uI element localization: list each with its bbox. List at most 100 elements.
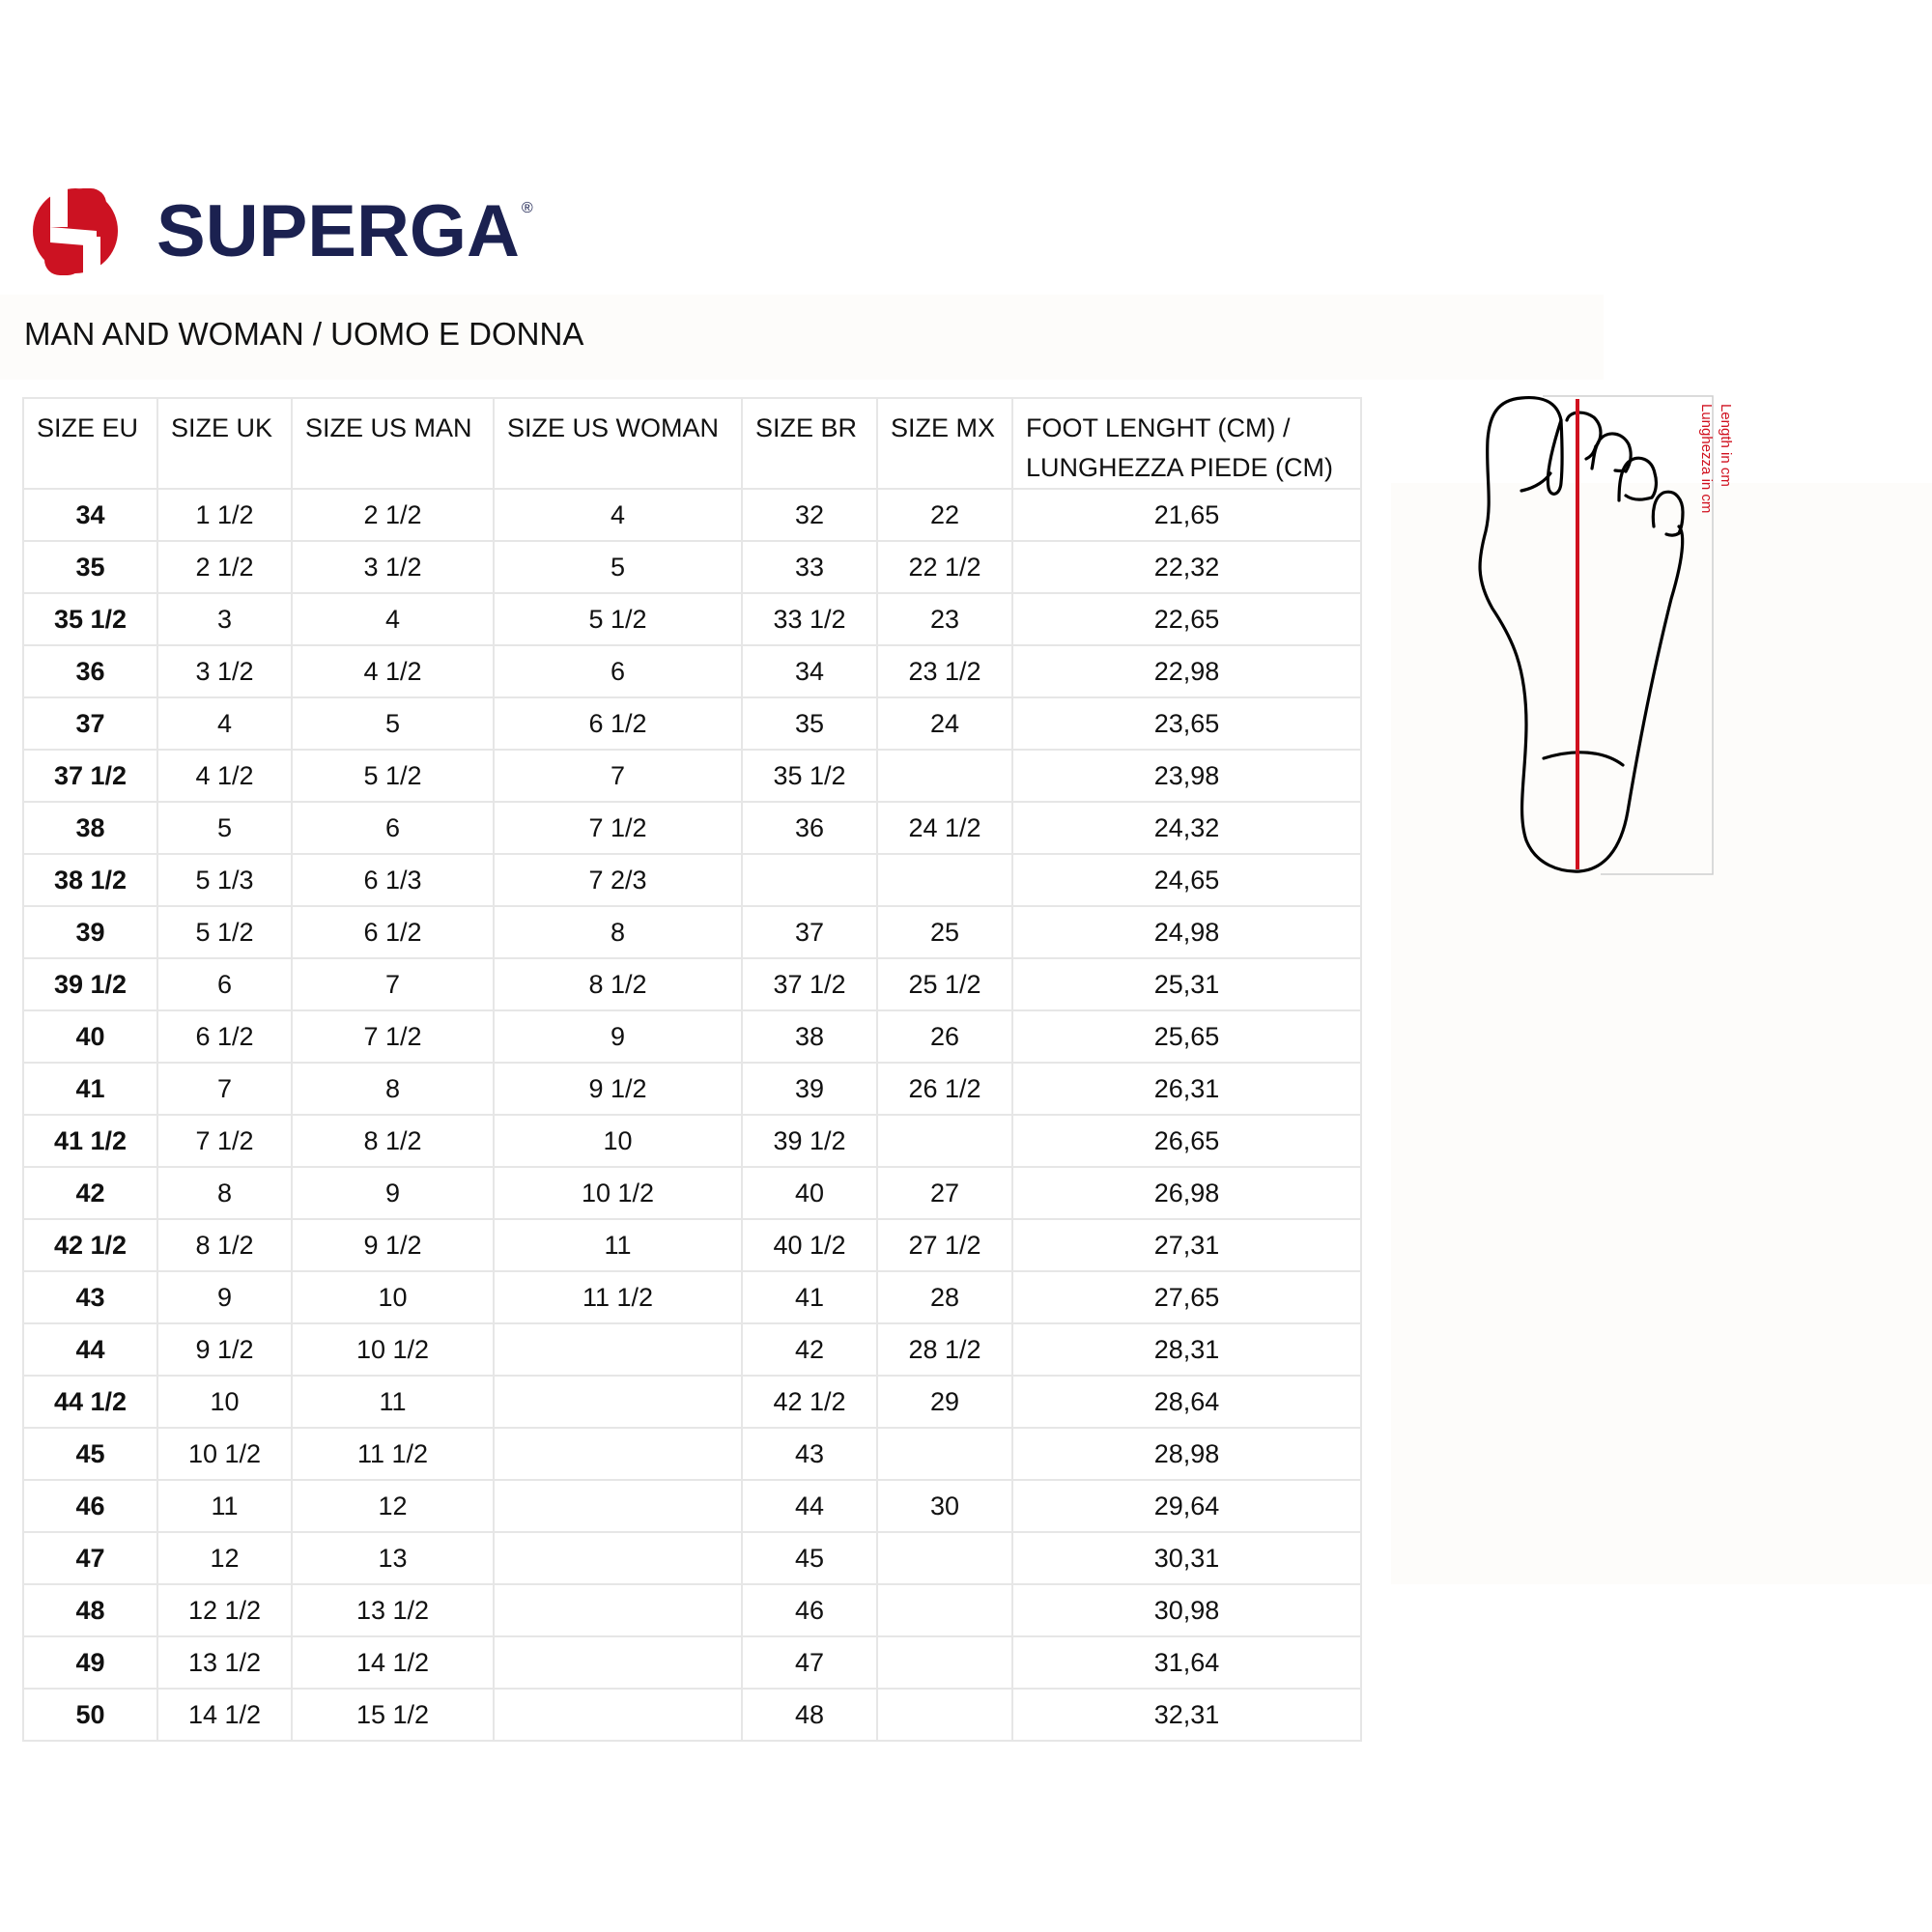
- table-cell: [876, 1531, 1013, 1585]
- table-row: 43 9 10 11 1/2 41 28 27,65: [22, 1270, 1362, 1324]
- table-cell: 10: [156, 1375, 293, 1429]
- table-row: 50 14 1/2 15 1/2 48 32,31: [22, 1688, 1362, 1742]
- table-row: 39 1/2 6 7 8 1/2 37 1/2 25 1/2 25,31: [22, 957, 1362, 1011]
- table-cell: 43: [22, 1270, 158, 1324]
- table-cell: 40 1/2: [741, 1218, 878, 1272]
- table-cell: 6: [291, 801, 495, 855]
- table-cell: 23 1/2: [876, 644, 1013, 698]
- table-cell: 9 1/2: [493, 1062, 743, 1116]
- measurement-box: [1543, 395, 1714, 875]
- table-row: 49 13 1/2 14 1/2 47 31,64: [22, 1635, 1362, 1690]
- table-cell: 2 1/2: [156, 540, 293, 594]
- length-label-en: Length in cm: [1718, 404, 1734, 487]
- column-header: SIZE EU: [22, 397, 158, 490]
- table-cell: 14 1/2: [156, 1688, 293, 1742]
- table-row: 48 12 1/2 13 1/2 46 30,98: [22, 1583, 1362, 1637]
- table-cell: 5 1/2: [156, 905, 293, 959]
- table-cell: 26: [876, 1009, 1013, 1064]
- table-cell: 4: [291, 592, 495, 646]
- column-header: SIZE MX: [876, 397, 1013, 490]
- column-header: SIZE BR: [741, 397, 878, 490]
- table-cell: 8 1/2: [156, 1218, 293, 1272]
- table-cell: [493, 1635, 743, 1690]
- table-cell: 7 1/2: [156, 1114, 293, 1168]
- table-cell: 5 1/2: [493, 592, 743, 646]
- table-row: 34 1 1/2 2 1/2 4 32 22 21,65: [22, 488, 1362, 542]
- table-row: 38 1/2 5 1/3 6 1/3 7 2/3 24,65: [22, 853, 1362, 907]
- table-cell: 38 1/2: [22, 853, 158, 907]
- table-cell: 28,98: [1011, 1427, 1362, 1481]
- table-cell: [493, 1531, 743, 1585]
- table-cell: 8: [156, 1166, 293, 1220]
- table-cell: 48: [741, 1688, 878, 1742]
- table-cell: 35: [22, 540, 158, 594]
- table-cell: 3: [156, 592, 293, 646]
- table-cell: 11 1/2: [291, 1427, 495, 1481]
- table-cell: 36: [22, 644, 158, 698]
- table-row: 41 7 8 9 1/2 39 26 1/2 26,31: [22, 1062, 1362, 1116]
- table-cell: 4: [156, 696, 293, 751]
- table-cell: 22: [876, 488, 1013, 542]
- table-row: 42 8 9 10 1/2 40 27 26,98: [22, 1166, 1362, 1220]
- table-cell: 8: [291, 1062, 495, 1116]
- table-cell: 45: [22, 1427, 158, 1481]
- table-row: 35 2 1/2 3 1/2 5 33 22 1/2 22,32: [22, 540, 1362, 594]
- length-label-it: Lunghezza in cm: [1698, 404, 1715, 513]
- table-cell: 13 1/2: [291, 1583, 495, 1637]
- table-cell: 23,98: [1011, 749, 1362, 803]
- table-cell: 24: [876, 696, 1013, 751]
- table-cell: 36: [741, 801, 878, 855]
- table-cell: 33: [741, 540, 878, 594]
- table-cell: 4 1/2: [156, 749, 293, 803]
- table-cell: 6 1/2: [291, 905, 495, 959]
- table-cell: 23: [876, 592, 1013, 646]
- table-cell: 25: [876, 905, 1013, 959]
- table-cell: 6 1/3: [291, 853, 495, 907]
- table-cell: 38: [741, 1009, 878, 1064]
- table-cell: 28 1/2: [876, 1322, 1013, 1377]
- table-cell: 14 1/2: [291, 1635, 495, 1690]
- table-cell: 28,31: [1011, 1322, 1362, 1377]
- page-title: MAN AND WOMAN / UOMO E DONNA: [24, 316, 584, 352]
- table-cell: 39: [22, 905, 158, 959]
- table-cell: 5: [493, 540, 743, 594]
- table-cell: 6 1/2: [156, 1009, 293, 1064]
- table-cell: [876, 1688, 1013, 1742]
- table-cell: 22,32: [1011, 540, 1362, 594]
- table-cell: [876, 853, 1013, 907]
- table-cell: [493, 1583, 743, 1637]
- table-cell: 32: [741, 488, 878, 542]
- table-cell: 12 1/2: [156, 1583, 293, 1637]
- table-cell: 29: [876, 1375, 1013, 1429]
- table-cell: 10: [291, 1270, 495, 1324]
- table-cell: 6 1/2: [493, 696, 743, 751]
- table-cell: 39: [741, 1062, 878, 1116]
- table-cell: 7 1/2: [291, 1009, 495, 1064]
- table-cell: 7 1/2: [493, 801, 743, 855]
- table-cell: 11: [156, 1479, 293, 1533]
- table-cell: 25,31: [1011, 957, 1362, 1011]
- table-cell: 30,31: [1011, 1531, 1362, 1585]
- table-row: 38 5 6 7 1/2 36 24 1/2 24,32: [22, 801, 1362, 855]
- table-cell: 25,65: [1011, 1009, 1362, 1064]
- brand-name: SUPERGA: [156, 190, 520, 272]
- table-cell: 44 1/2: [22, 1375, 158, 1429]
- table-cell: 22 1/2: [876, 540, 1013, 594]
- table-cell: 29,64: [1011, 1479, 1362, 1533]
- table-cell: 10 1/2: [291, 1322, 495, 1377]
- table-cell: 27,31: [1011, 1218, 1362, 1272]
- table-cell: 11 1/2: [493, 1270, 743, 1324]
- table-cell: 3 1/2: [156, 644, 293, 698]
- table-cell: 43: [741, 1427, 878, 1481]
- background-band: [1391, 483, 1932, 1584]
- table-cell: 5 1/3: [156, 853, 293, 907]
- table-cell: 22,65: [1011, 592, 1362, 646]
- table-cell: 39 1/2: [741, 1114, 878, 1168]
- table-cell: 37: [741, 905, 878, 959]
- table-cell: 12: [291, 1479, 495, 1533]
- table-cell: 9 1/2: [291, 1218, 495, 1272]
- table-cell: [876, 749, 1013, 803]
- superga-logo: SUPERGA ®: [21, 188, 533, 275]
- table-cell: [493, 1479, 743, 1533]
- table-cell: 46: [22, 1479, 158, 1533]
